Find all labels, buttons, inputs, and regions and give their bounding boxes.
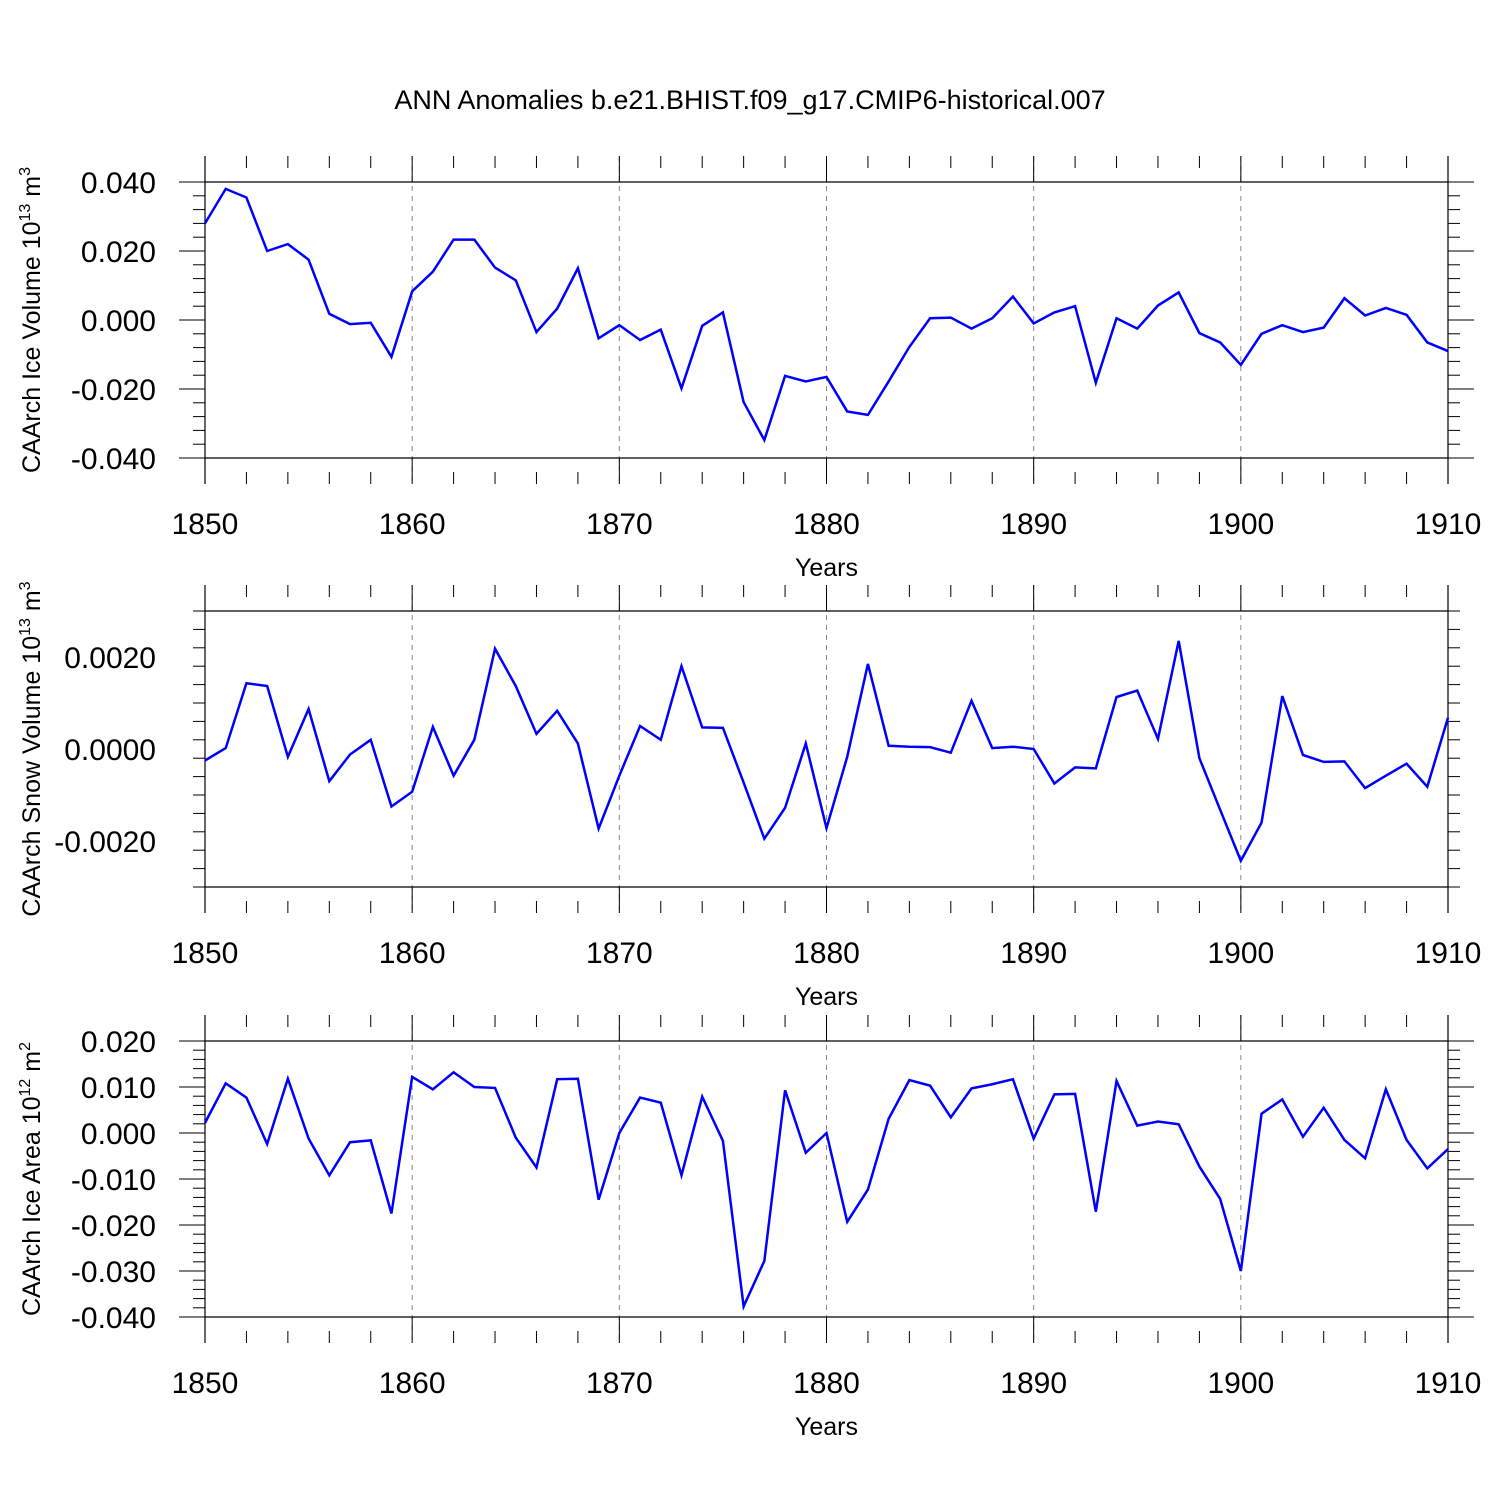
x-tick-label: 1890 <box>1000 508 1067 541</box>
data-series-line <box>203 187 1449 444</box>
x-tick-label: 1850 <box>172 937 239 970</box>
x-tick-label: 1860 <box>379 1367 446 1400</box>
y-tick-label: 0.020 <box>81 236 156 269</box>
chart-panel-1: 1850 1860 1870 1880 1890 1900 1910 -0.040 -0.020… <box>17 156 1481 582</box>
y-axis-label-ylabel: CAArch Ice Volume 10 <box>18 221 46 473</box>
x-tick-label: 1910 <box>1415 1367 1482 1400</box>
x-tick-label: 1880 <box>793 1367 860 1400</box>
chart-panel-2: 1850 1860 1870 1880 1890 1900 1910 -0.0020 0.000… <box>17 581 1481 1011</box>
x-tick-label: 1870 <box>586 937 653 970</box>
panels-container: 1850 1860 1870 1880 1890 1900 1910 -0.040 -0.020… <box>17 156 1481 1441</box>
y-tick-label: 0.000 <box>81 305 156 338</box>
y-axis-label-ylabel-unit-exp: 3 <box>17 167 34 176</box>
y-tick-label: 0.020 <box>81 1026 156 1059</box>
x-tick-label: 1860 <box>379 508 446 541</box>
x-axis-label: Years <box>795 1413 858 1441</box>
y-axis-label-ylabel-unit-exp: 3 <box>17 581 34 590</box>
y-tick-label: -0.040 <box>71 443 156 476</box>
y-tick-label: -0.010 <box>71 1164 156 1197</box>
x-tick-label: 1880 <box>793 508 860 541</box>
x-tick-label: 1880 <box>793 937 860 970</box>
x-axis-label: Years <box>795 554 858 582</box>
y-tick-label: 0.000 <box>81 1118 156 1151</box>
y-axis-label-ylabel-unit: m <box>18 1051 46 1079</box>
y-axis-label-ylabel: CAArch Ice Area 10 <box>18 1096 46 1316</box>
x-tick-label: 1910 <box>1415 937 1482 970</box>
x-tick-label: 1850 <box>172 508 239 541</box>
chart-title: ANN Anomalies b.e21.BHIST.f09_g17.CMIP6-… <box>394 85 1105 115</box>
y-axis-label-ylabel-exp: 12 <box>17 1079 34 1097</box>
y-axis-label: CAArch Ice Volume 1013 m3 <box>17 167 46 473</box>
y-tick-label: -0.0020 <box>54 826 156 859</box>
x-tick-label: 1860 <box>379 937 446 970</box>
data-series-line <box>203 1070 1449 1311</box>
y-tick-label: 0.0000 <box>64 734 156 767</box>
x-tick-label: 1900 <box>1207 937 1274 970</box>
y-axis-label: CAArch Ice Area 1012 m2 <box>17 1042 46 1316</box>
x-tick-label: 1900 <box>1207 1367 1274 1400</box>
y-axis-label-ylabel-exp: 13 <box>17 204 34 222</box>
x-tick-label: 1850 <box>172 1367 239 1400</box>
y-tick-label: 0.010 <box>81 1072 156 1105</box>
y-tick-label: -0.030 <box>71 1256 156 1289</box>
y-tick-label: -0.020 <box>71 374 156 407</box>
x-tick-label: 1890 <box>1000 937 1067 970</box>
y-tick-label: 0.0020 <box>64 642 156 675</box>
x-tick-label: 1900 <box>1207 508 1274 541</box>
data-series-line <box>204 640 1450 864</box>
chart-panel-3: 1850 1860 1870 1880 1890 1900 1910 -0.040 -0.030… <box>17 1015 1481 1441</box>
x-tick-label: 1870 <box>586 508 653 541</box>
y-tick-label: 0.040 <box>81 167 156 200</box>
x-tick-label: 1910 <box>1415 508 1482 541</box>
y-tick-label: -0.040 <box>71 1302 156 1335</box>
x-tick-label: 1890 <box>1000 1367 1067 1400</box>
y-tick-label: -0.020 <box>71 1210 156 1243</box>
y-axis-label: CAArch Snow Volume 1013 m3 <box>17 581 46 916</box>
y-axis-label-ylabel-unit: m <box>18 590 46 618</box>
x-axis-label: Years <box>795 983 858 1011</box>
x-tick-label: 1870 <box>586 1367 653 1400</box>
y-axis-label-ylabel: CAArch Snow Volume 10 <box>18 636 46 917</box>
y-axis-label-ylabel-exp: 13 <box>17 618 34 636</box>
y-axis-label-ylabel-unit: m <box>18 176 46 204</box>
y-axis-label-ylabel-unit-exp: 2 <box>17 1042 34 1051</box>
